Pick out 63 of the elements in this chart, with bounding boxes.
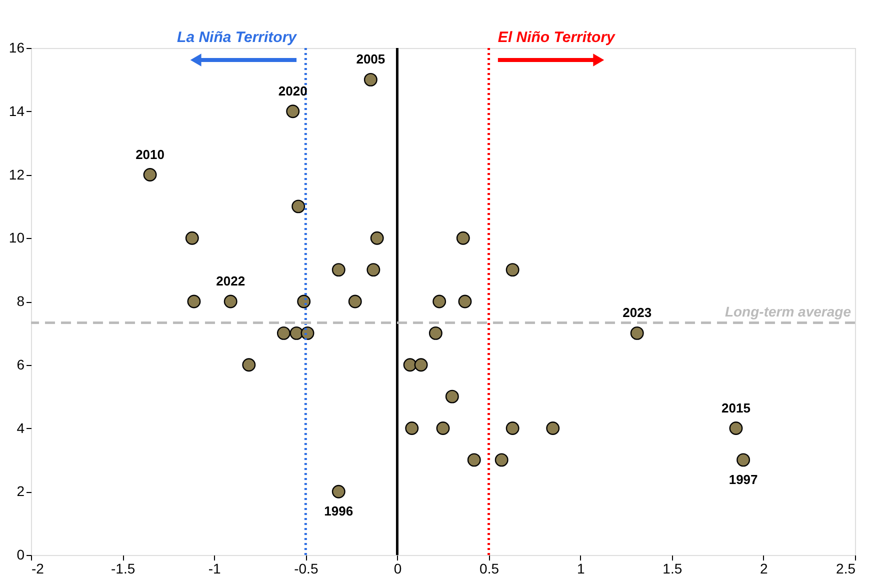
y-tick-label: 2 bbox=[16, 483, 25, 500]
point bbox=[297, 294, 311, 308]
point bbox=[414, 358, 428, 372]
x-tick-label: -1 bbox=[208, 560, 222, 576]
point bbox=[348, 294, 362, 308]
point bbox=[432, 294, 446, 308]
point bbox=[546, 422, 560, 435]
point bbox=[403, 358, 417, 372]
point bbox=[445, 390, 459, 404]
point bbox=[366, 263, 380, 277]
annotation: 2022 bbox=[216, 274, 246, 288]
point bbox=[185, 231, 199, 245]
point bbox=[506, 263, 520, 277]
point bbox=[370, 231, 384, 245]
point bbox=[736, 453, 750, 467]
annotation: 2020 bbox=[278, 83, 308, 98]
annotation: 2010 bbox=[136, 146, 164, 162]
point bbox=[290, 326, 304, 340]
annotation: 1996 bbox=[324, 504, 354, 519]
x-tick-label: -1.5 bbox=[110, 560, 136, 576]
y-tick-label: 16 bbox=[8, 40, 25, 56]
point bbox=[467, 453, 481, 467]
y-tick-label: 8 bbox=[16, 293, 25, 309]
x-tick-label: -0.5 bbox=[294, 560, 318, 576]
point bbox=[276, 326, 290, 340]
point bbox=[494, 453, 508, 467]
ref-line-label: El Niño Territory bbox=[498, 29, 616, 46]
annotation: 2023 bbox=[622, 305, 652, 320]
y-tick-label: 0 bbox=[16, 546, 25, 562]
point bbox=[506, 422, 520, 435]
annotation: 2005 bbox=[356, 52, 386, 67]
point bbox=[405, 422, 419, 435]
point bbox=[292, 200, 306, 214]
x-tick-label: 2.5 bbox=[836, 560, 856, 576]
y-tick-label: 14 bbox=[8, 102, 25, 119]
annotation: 2015 bbox=[722, 400, 750, 416]
point bbox=[436, 422, 450, 435]
point bbox=[224, 294, 238, 308]
x-tick-label: 1.5 bbox=[662, 560, 682, 576]
point bbox=[458, 294, 472, 308]
y-tick-label: 4 bbox=[16, 420, 25, 436]
point bbox=[456, 231, 470, 245]
annotation: 1997 bbox=[728, 472, 758, 487]
y-tick-label: 6 bbox=[16, 356, 25, 372]
x-tick-label: 2 bbox=[760, 560, 768, 576]
ref-line-label: Long-term average bbox=[724, 304, 852, 320]
point bbox=[286, 104, 300, 118]
x-tick-label: -2 bbox=[32, 560, 44, 576]
point bbox=[428, 326, 442, 340]
point bbox=[364, 72, 378, 86]
point bbox=[187, 294, 201, 308]
point bbox=[143, 168, 157, 182]
ref-line-label: La Niña Territory bbox=[177, 29, 298, 46]
x-tick-label: 0.5 bbox=[480, 560, 500, 576]
point bbox=[332, 263, 346, 277]
x-tick-label: 1 bbox=[576, 560, 585, 576]
y-tick-label: 12 bbox=[8, 166, 25, 182]
point bbox=[242, 358, 256, 372]
y-tick-label: 10 bbox=[8, 230, 25, 246]
point bbox=[729, 422, 743, 435]
point bbox=[630, 326, 644, 340]
x-tick-label: 0 bbox=[394, 560, 402, 576]
point bbox=[332, 484, 346, 498]
